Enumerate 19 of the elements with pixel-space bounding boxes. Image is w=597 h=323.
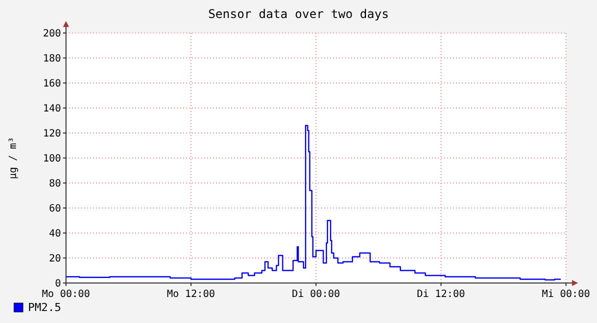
legend-label: PM2.5	[28, 301, 62, 314]
x-tick-label: Mo 12:00	[166, 289, 216, 300]
y-tick-label: 180	[42, 54, 61, 64]
y-tick-label: 140	[42, 104, 61, 114]
x-tick-label: Mi 00:00	[542, 289, 590, 300]
x-tick-label: Mo 00:00	[42, 289, 90, 300]
chart-title: Sensor data over two days	[208, 7, 389, 21]
y-tick-label: 200	[42, 28, 61, 40]
y-tick-label: 40	[48, 228, 61, 240]
y-tick-label: 80	[48, 178, 61, 190]
y-tick-label: 20	[48, 254, 61, 264]
y-axis-title: µg / m³	[8, 136, 19, 180]
x-tick-label: Di 12:00	[416, 289, 466, 300]
y-tick-label: 0	[54, 278, 61, 290]
y-tick-label: 60	[48, 204, 61, 214]
y-tick-label: 120	[42, 128, 61, 140]
x-tick-label: Di 00:00	[292, 289, 340, 300]
y-tick-label: 100	[42, 154, 61, 164]
y-tick-label: 160	[42, 78, 61, 90]
